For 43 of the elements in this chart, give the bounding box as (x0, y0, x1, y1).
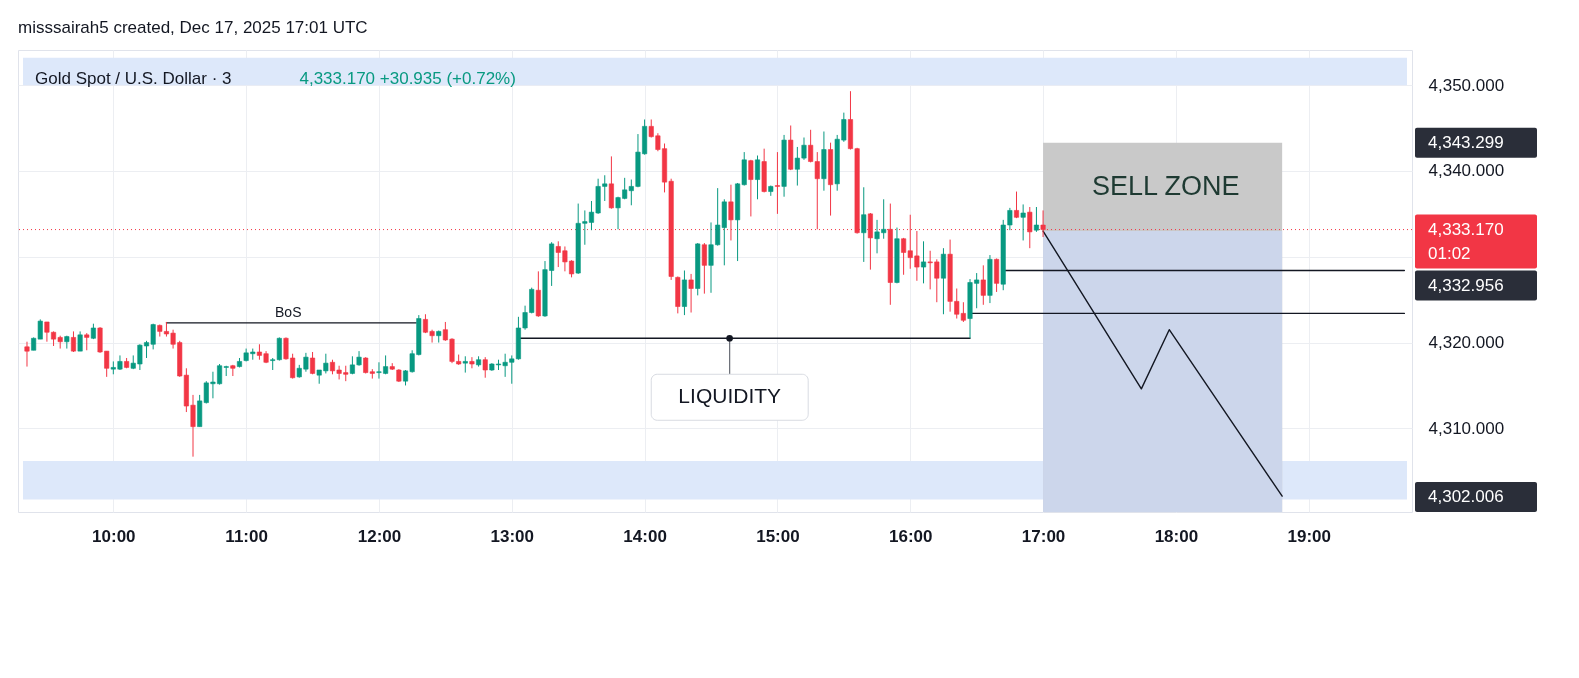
candlestick (748, 159, 754, 217)
x-tick-label: 10:00 (92, 526, 136, 546)
text: misssairah5 created, Dec 17, 2025 17:01 UTC (18, 18, 368, 37)
x-tick-label: 16:00 (889, 526, 933, 546)
candlestick (469, 356, 475, 369)
candlestick (861, 186, 867, 263)
x-tick-label: 11:00 (225, 526, 268, 546)
candlestick (980, 264, 986, 306)
ref-line-label: 4,333.170 01:02 (1428, 219, 1504, 263)
candlestick (70, 330, 76, 353)
candlestick (1027, 206, 1033, 249)
x-tick-label: 17:00 (1021, 526, 1066, 546)
x-tick-label: 14:00 (623, 526, 667, 546)
candlestick (701, 242, 707, 295)
x-tick-label: 13:00 (490, 526, 535, 546)
candlestick (728, 184, 734, 241)
candlestick (77, 330, 83, 352)
candlestick (921, 240, 927, 284)
text: 4,343.299 (1428, 132, 1504, 152)
annotation: LIQUIDITY (678, 384, 782, 408)
candlestick (230, 364, 236, 377)
y-tick-label: 4,310.000 (1428, 418, 1505, 438)
x-tick-label: 12:00 (357, 526, 402, 546)
x-tick-label: 15:00 (756, 526, 800, 546)
y-tick-label: 4,350.000 (1428, 75, 1505, 95)
text: 4,332.956 (1428, 275, 1504, 295)
candlestick (482, 356, 488, 379)
candlestick (688, 273, 694, 314)
text: Gold Spot / U.S. Dollar · 3 (35, 69, 232, 88)
x-tick-label: 19:00 (1287, 526, 1331, 546)
series-label: BoS (275, 303, 302, 320)
y-tick-label: 4,340.000 (1428, 161, 1505, 181)
candlestick (755, 155, 761, 200)
candlestick (774, 151, 780, 215)
candlestick (24, 341, 30, 368)
candlestick (1020, 203, 1026, 241)
text: 4,302.006 (1428, 487, 1504, 506)
x-tick-label: 18:00 (1154, 526, 1199, 546)
text: 4,333.170 +30.935 (+0.72%) (299, 69, 516, 88)
candlestick (1033, 206, 1039, 233)
y-tick-label: 4,320.000 (1428, 333, 1505, 353)
candlestick (1014, 191, 1020, 219)
series-label: SELL ZONE (1092, 170, 1240, 201)
